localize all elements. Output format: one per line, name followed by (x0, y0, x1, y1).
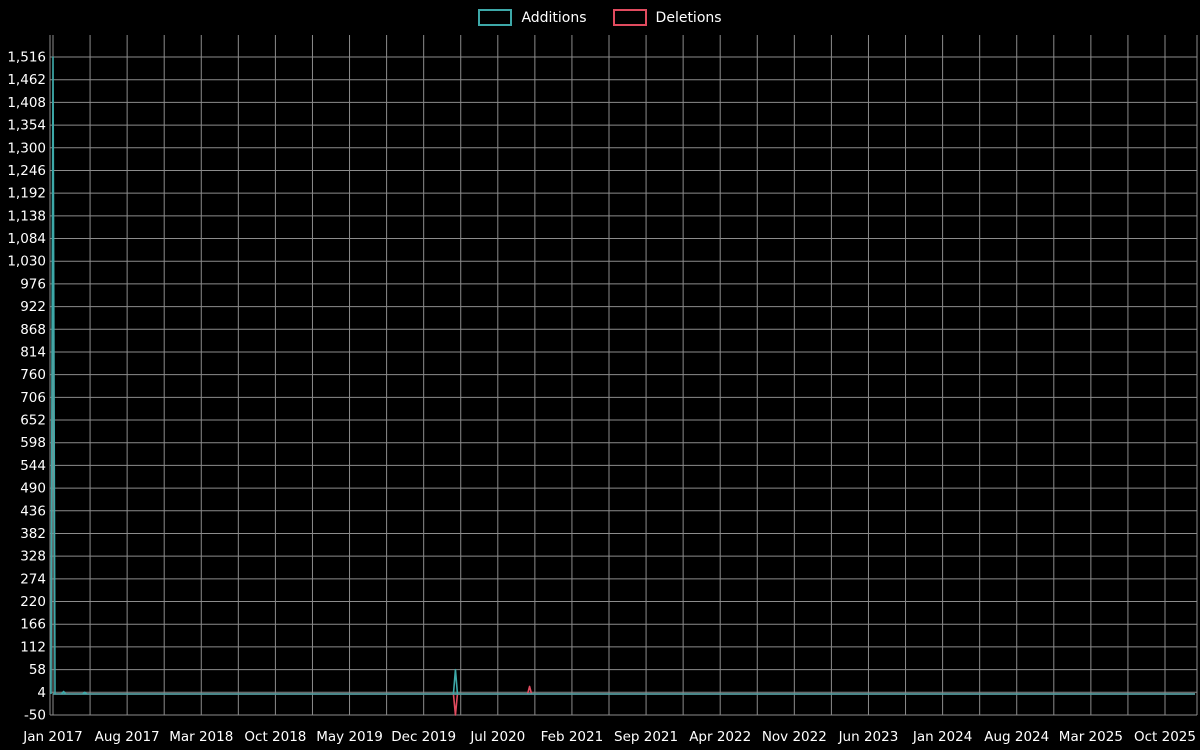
x-tick-label: Aug 2017 (95, 729, 160, 745)
y-tick-label: 58 (29, 662, 46, 678)
x-tick-label: Mar 2025 (1059, 729, 1123, 745)
legend-label-deletions: Deletions (655, 9, 722, 26)
y-tick-label: 166 (20, 617, 46, 633)
x-tick-label: Feb 2021 (541, 729, 604, 745)
y-tick-label: 1,246 (7, 163, 46, 179)
x-tick-label: Jan 2017 (22, 729, 82, 745)
y-tick-label: 652 (20, 413, 46, 429)
y-tick-label: 112 (20, 639, 46, 655)
y-tick-label: -50 (24, 708, 46, 724)
x-tick-label: Sep 2021 (614, 729, 678, 745)
y-tick-label: 814 (20, 344, 46, 360)
deletions-swatch-icon (612, 9, 647, 26)
y-tick-label: 1,300 (7, 140, 46, 156)
y-tick-label: 274 (20, 571, 46, 587)
x-tick-label: Dec 2019 (391, 729, 456, 745)
x-tick-label: Jul 2020 (469, 729, 525, 745)
x-tick-label: Jan 2024 (912, 729, 972, 745)
additions-swatch-icon (478, 9, 513, 26)
x-tick-label: Mar 2018 (169, 729, 233, 745)
x-tick-label: Oct 2025 (1134, 729, 1196, 745)
y-tick-label: 1,138 (7, 208, 46, 224)
legend-item-additions[interactable]: Additions (478, 9, 587, 26)
y-tick-label: 1,084 (7, 231, 46, 247)
y-tick-label: 220 (20, 594, 46, 610)
deletions-spike (452, 693, 459, 716)
x-tick-label: Aug 2024 (984, 729, 1049, 745)
additions-spike (82, 691, 88, 695)
y-tick-label: 328 (20, 549, 46, 565)
y-tick-label: 706 (20, 390, 46, 406)
y-tick-label: 544 (20, 458, 46, 474)
x-tick-label: Oct 2018 (244, 729, 306, 745)
y-tick-label: 868 (20, 322, 46, 338)
x-tick-label: Nov 2022 (762, 729, 827, 745)
deletions-spike (526, 685, 533, 695)
legend-label-additions: Additions (521, 9, 587, 26)
y-tick-label: 1,408 (7, 95, 46, 111)
y-tick-label: 382 (20, 526, 46, 542)
y-tick-label: 1,516 (7, 50, 46, 66)
y-tick-label: 1,192 (7, 186, 46, 202)
legend-item-deletions[interactable]: Deletions (612, 9, 722, 26)
additions-spike (60, 690, 67, 695)
x-tick-label: Jun 2023 (838, 729, 899, 745)
additions-spike (452, 668, 459, 695)
chart-legend: Additions Deletions (0, 9, 1200, 26)
y-tick-label: 1,462 (7, 72, 46, 88)
y-tick-label: 490 (20, 481, 46, 497)
x-tick-label: May 2019 (316, 729, 383, 745)
y-tick-label: 760 (20, 367, 46, 383)
y-tick-label: 598 (20, 435, 46, 451)
y-tick-label: 1,354 (7, 118, 46, 134)
additions-spike (50, 56, 56, 694)
y-tick-label: 1,030 (7, 254, 46, 270)
x-tick-label: Apr 2022 (689, 729, 751, 745)
y-tick-label: 922 (20, 299, 46, 315)
y-tick-label: 976 (20, 276, 46, 292)
y-tick-label: 436 (20, 503, 46, 519)
y-tick-label: 4 (37, 685, 46, 701)
